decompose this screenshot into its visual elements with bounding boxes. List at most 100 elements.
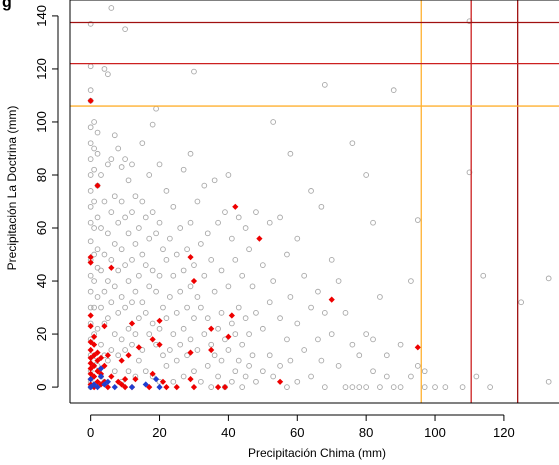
- gray-point: [222, 209, 228, 215]
- gray-point: [170, 272, 177, 279]
- gray-point: [132, 331, 139, 337]
- red-point: [87, 323, 94, 330]
- gray-point: [253, 209, 259, 215]
- gray-point: [142, 368, 149, 375]
- gray-point: [132, 193, 139, 200]
- gray-point: [87, 172, 94, 178]
- gray-point: [284, 384, 290, 390]
- gray-point: [294, 235, 301, 242]
- gray-point: [115, 219, 122, 226]
- gray-point: [239, 341, 246, 348]
- red-point: [187, 349, 194, 356]
- gray-point: [204, 315, 211, 322]
- red-point: [108, 264, 115, 271]
- gray-point: [225, 283, 232, 290]
- gray-point: [321, 310, 328, 316]
- red-point: [91, 333, 98, 340]
- blue-point: [94, 383, 101, 391]
- gray-point: [87, 272, 94, 279]
- x-axis-title: Precipitación Chima (mm): [248, 446, 386, 460]
- gray-point: [204, 363, 211, 369]
- gray-point: [94, 150, 101, 157]
- gray-point: [94, 294, 101, 300]
- gray-point: [191, 68, 197, 75]
- gray-point: [383, 373, 390, 380]
- gray-point: [222, 336, 228, 343]
- gray-point: [118, 164, 125, 170]
- red-point: [121, 383, 129, 391]
- gray-point: [122, 262, 128, 268]
- red-point: [87, 312, 94, 319]
- gray-point: [235, 357, 242, 364]
- gray-point: [91, 198, 97, 205]
- gray-point: [318, 203, 325, 210]
- gray-point: [191, 262, 197, 268]
- gray-point: [146, 172, 153, 178]
- gray-point: [242, 315, 249, 322]
- gray-point: [115, 145, 122, 152]
- y-tick-label: 120: [34, 58, 49, 80]
- gray-point: [156, 272, 163, 279]
- gray-point: [442, 384, 449, 390]
- gray-point: [211, 352, 218, 359]
- gray-point: [111, 132, 118, 139]
- gray-point: [229, 320, 235, 327]
- red-point: [91, 373, 98, 380]
- y-axis-title: Precipitación La Doctrina (mm): [5, 106, 19, 271]
- x-tick-label: 120: [493, 425, 515, 440]
- gray-point: [139, 347, 146, 353]
- gray-point: [122, 304, 128, 311]
- gray-point: [270, 119, 277, 125]
- gray-point: [87, 140, 94, 147]
- gray-point: [370, 336, 376, 343]
- gray-point: [105, 71, 111, 78]
- gray-point: [118, 246, 125, 253]
- gray-point: [115, 310, 122, 316]
- red-point: [87, 370, 94, 377]
- x-tick-label: 80: [359, 425, 373, 440]
- gray-point: [87, 219, 94, 226]
- gray-point: [118, 294, 125, 300]
- gray-point: [414, 363, 421, 369]
- gray-point: [87, 87, 94, 93]
- gray-point: [363, 172, 370, 178]
- gray-point: [225, 347, 232, 353]
- gray-point: [91, 225, 97, 231]
- gray-point: [173, 310, 180, 316]
- gray-point: [194, 198, 201, 205]
- red-point: [208, 325, 215, 332]
- gray-point: [270, 373, 277, 380]
- gray-point: [191, 315, 197, 322]
- gray-point: [129, 299, 135, 306]
- gray-point: [201, 331, 208, 337]
- red-point: [87, 338, 94, 346]
- gray-point: [125, 230, 132, 237]
- blue-point: [97, 365, 105, 372]
- red-point: [87, 360, 94, 367]
- red-point: [187, 376, 194, 383]
- gray-point: [363, 384, 370, 390]
- gray-point: [136, 357, 142, 364]
- gray-point: [187, 283, 194, 290]
- red-point: [163, 383, 170, 391]
- gray-point: [242, 225, 249, 231]
- gray-point: [111, 368, 118, 375]
- plot-area: [70, 0, 559, 403]
- gray-point: [266, 352, 273, 359]
- red-point: [214, 383, 222, 391]
- plot-background: [70, 0, 559, 403]
- gray-point: [156, 219, 163, 226]
- gray-point: [160, 352, 166, 359]
- gray-point: [294, 320, 301, 327]
- gray-point: [94, 325, 101, 332]
- red-point: [328, 296, 335, 303]
- gray-point: [184, 304, 190, 311]
- gray-point: [129, 161, 135, 168]
- gray-point: [91, 278, 97, 284]
- gray-point: [198, 241, 204, 247]
- red-point: [221, 383, 229, 391]
- red-point: [94, 349, 101, 356]
- gray-point: [87, 203, 94, 210]
- gray-point: [356, 384, 363, 390]
